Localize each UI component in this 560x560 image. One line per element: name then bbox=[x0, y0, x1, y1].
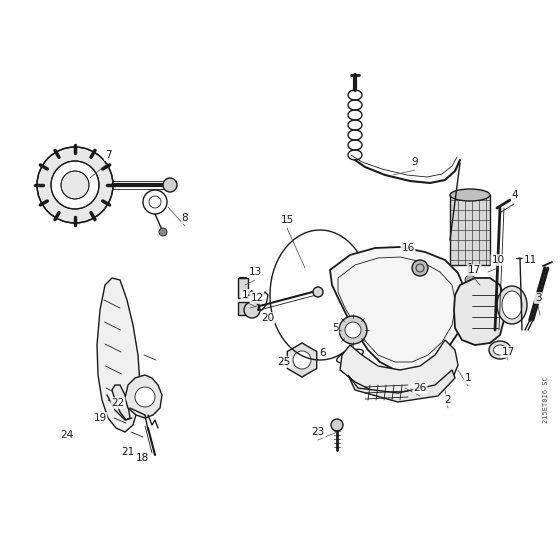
Text: 5: 5 bbox=[332, 323, 338, 333]
Polygon shape bbox=[348, 370, 455, 402]
Ellipse shape bbox=[497, 286, 527, 324]
Text: 17: 17 bbox=[468, 265, 480, 275]
Polygon shape bbox=[238, 302, 250, 315]
Polygon shape bbox=[330, 247, 465, 372]
Text: 10: 10 bbox=[492, 255, 505, 265]
Text: 2: 2 bbox=[445, 395, 451, 405]
Text: 25: 25 bbox=[277, 357, 291, 367]
Text: 21: 21 bbox=[122, 447, 134, 457]
Text: 22: 22 bbox=[111, 398, 125, 408]
Text: 6: 6 bbox=[320, 348, 326, 358]
Text: 20: 20 bbox=[262, 313, 274, 323]
Circle shape bbox=[345, 322, 361, 338]
Text: 1: 1 bbox=[465, 373, 472, 383]
Polygon shape bbox=[287, 343, 317, 377]
Ellipse shape bbox=[489, 341, 511, 359]
Circle shape bbox=[331, 419, 343, 431]
Polygon shape bbox=[450, 195, 490, 265]
Polygon shape bbox=[112, 385, 130, 420]
Text: 13: 13 bbox=[249, 267, 262, 277]
Circle shape bbox=[135, 387, 155, 407]
Circle shape bbox=[61, 171, 89, 199]
Circle shape bbox=[51, 161, 99, 209]
Polygon shape bbox=[97, 278, 140, 432]
Text: 215ET016 SC: 215ET016 SC bbox=[543, 377, 549, 423]
Text: 11: 11 bbox=[524, 255, 536, 265]
Circle shape bbox=[163, 178, 177, 192]
Circle shape bbox=[244, 302, 260, 318]
Text: 7: 7 bbox=[105, 150, 111, 160]
Ellipse shape bbox=[502, 291, 522, 319]
Polygon shape bbox=[238, 278, 248, 298]
Polygon shape bbox=[340, 340, 458, 398]
Text: 4: 4 bbox=[512, 190, 519, 200]
Text: 12: 12 bbox=[250, 293, 264, 303]
Text: 3: 3 bbox=[535, 293, 542, 303]
Circle shape bbox=[465, 275, 475, 285]
Polygon shape bbox=[125, 375, 162, 418]
Text: 14: 14 bbox=[241, 290, 255, 300]
Circle shape bbox=[293, 351, 311, 369]
Ellipse shape bbox=[450, 189, 490, 201]
Text: 16: 16 bbox=[402, 243, 414, 253]
Text: 23: 23 bbox=[311, 427, 325, 437]
Text: 15: 15 bbox=[281, 215, 293, 225]
Text: 9: 9 bbox=[412, 157, 418, 167]
Text: 17: 17 bbox=[501, 347, 515, 357]
Circle shape bbox=[412, 260, 428, 276]
Circle shape bbox=[37, 147, 113, 223]
Text: 19: 19 bbox=[94, 413, 106, 423]
Text: 18: 18 bbox=[136, 453, 148, 463]
Circle shape bbox=[313, 287, 323, 297]
Text: 24: 24 bbox=[60, 430, 73, 440]
Circle shape bbox=[159, 228, 167, 236]
Polygon shape bbox=[454, 278, 504, 345]
Text: 26: 26 bbox=[413, 383, 427, 393]
Text: 8: 8 bbox=[181, 213, 188, 223]
Circle shape bbox=[339, 316, 367, 344]
Ellipse shape bbox=[493, 345, 506, 355]
